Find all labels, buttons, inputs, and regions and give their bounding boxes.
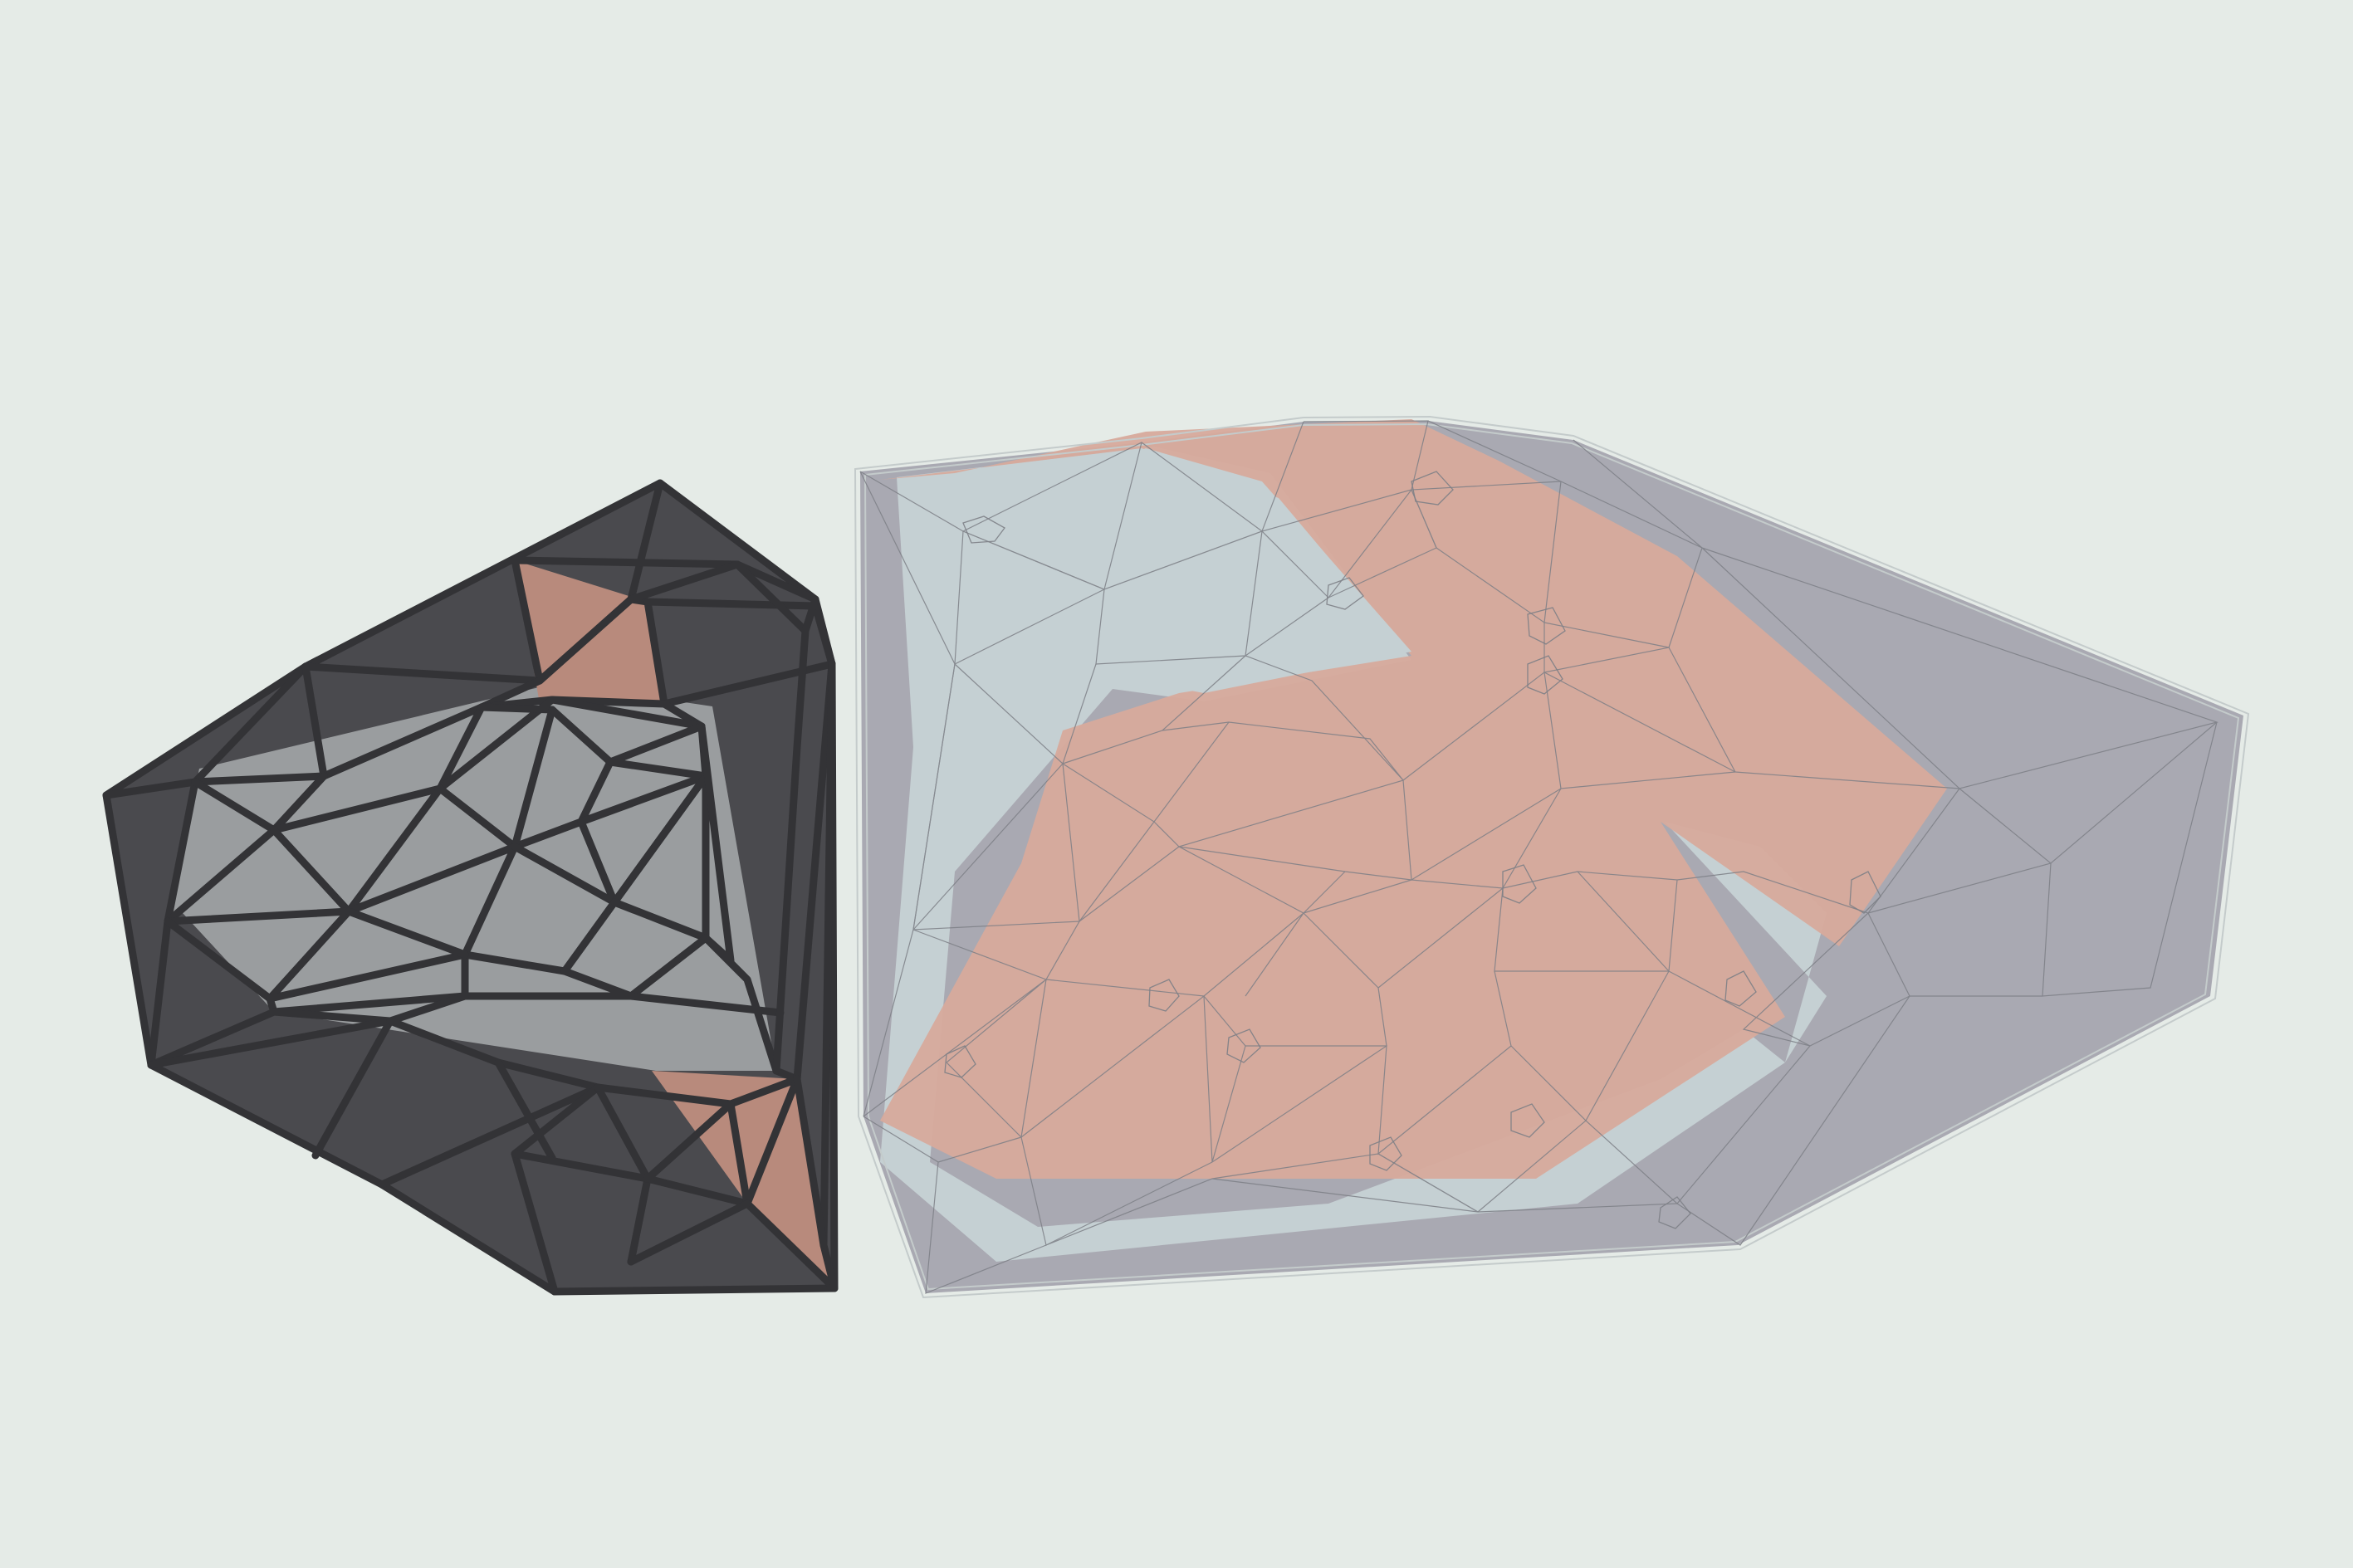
right-mesh-edge xyxy=(1436,481,1703,648)
left-mesh xyxy=(102,479,839,1296)
left-mesh-edge xyxy=(436,758,614,851)
vertex-cluster xyxy=(1411,471,1454,506)
right-mesh-hull xyxy=(854,415,2250,1299)
left-mesh-edge xyxy=(164,703,486,926)
right-mesh-edge xyxy=(1045,912,1304,997)
right-mesh-salmon-region xyxy=(880,419,1947,1179)
right-mesh-hull xyxy=(863,423,2240,1291)
right-mesh-edge xyxy=(1261,420,1429,532)
right-mesh-edge xyxy=(1153,779,1562,882)
left-mesh-edge xyxy=(345,907,469,959)
right-mesh-edge xyxy=(954,530,1263,666)
left-mesh-edge xyxy=(511,843,619,906)
left-mesh-edge xyxy=(477,696,706,730)
right-mesh-edge xyxy=(1062,655,1404,781)
left-mesh-edge xyxy=(643,1100,735,1183)
vertex-cluster xyxy=(1849,871,1881,914)
vertex-cluster xyxy=(1724,970,1757,1007)
vertex-cluster xyxy=(1527,607,1566,645)
right-mesh-edge xyxy=(1328,488,1437,598)
vertex-cluster xyxy=(1148,979,1180,1012)
right-mesh-edge xyxy=(863,1116,939,1163)
left-mesh-edge xyxy=(772,595,819,1075)
right-mesh-edge xyxy=(1701,547,2219,789)
left-mesh-edge xyxy=(494,1058,556,1162)
right-mesh xyxy=(854,415,2250,1299)
left-mesh-edge xyxy=(191,677,544,786)
right-mesh-edges xyxy=(859,420,2219,1294)
right-mesh-edge xyxy=(1676,995,1910,1246)
left-mesh-edge xyxy=(697,722,735,965)
right-mesh-edge xyxy=(1211,1044,1512,1163)
left-mesh-edge xyxy=(793,660,836,1083)
left-mesh-edge xyxy=(627,1199,751,1266)
vertex-cluster xyxy=(1502,864,1537,904)
vertex-cluster xyxy=(1510,1103,1545,1138)
left-mesh-edge xyxy=(793,1075,828,1249)
right-mesh-edge xyxy=(1543,671,1736,789)
left-mesh-edge xyxy=(270,992,785,1017)
left-mesh-edge xyxy=(627,560,810,635)
right-mesh-edge xyxy=(1162,623,1545,781)
right-mesh-edge xyxy=(912,921,1081,980)
right-mesh-hull-edges xyxy=(854,415,2250,1299)
vertex-cluster xyxy=(1226,1028,1261,1063)
right-mesh-edge xyxy=(925,1136,1047,1294)
right-mesh-edge xyxy=(1543,647,1960,789)
vertex-cluster xyxy=(944,1045,976,1078)
right-mesh-edge xyxy=(1502,788,1960,914)
left-mesh-edge xyxy=(147,1008,394,1069)
right-mesh-edge xyxy=(1742,912,1910,1047)
right-mesh-edge xyxy=(1303,912,1379,989)
vertex-cluster xyxy=(1527,655,1563,695)
vertex-cluster xyxy=(1658,1196,1691,1229)
right-mesh-blue-cut xyxy=(996,448,1411,693)
left-mesh-edge xyxy=(594,1067,801,1108)
left-mesh-edge xyxy=(386,950,469,1025)
right-mesh-edge xyxy=(1045,1153,1479,1246)
vertex-cluster xyxy=(1326,577,1364,610)
right-mesh-edge xyxy=(912,663,1155,931)
right-mesh-edge xyxy=(1079,846,1412,922)
right-mesh-edge xyxy=(1477,1203,1678,1213)
vertex-cluster xyxy=(962,515,1005,544)
left-mesh-edge xyxy=(511,1150,839,1292)
right-mesh-edge xyxy=(1020,994,1246,1163)
right-mesh-clusters xyxy=(944,471,1881,1229)
left-mesh-edge xyxy=(378,1017,602,1189)
left-mesh-edges xyxy=(102,479,839,1296)
vertex-cluster xyxy=(1369,1136,1402,1171)
